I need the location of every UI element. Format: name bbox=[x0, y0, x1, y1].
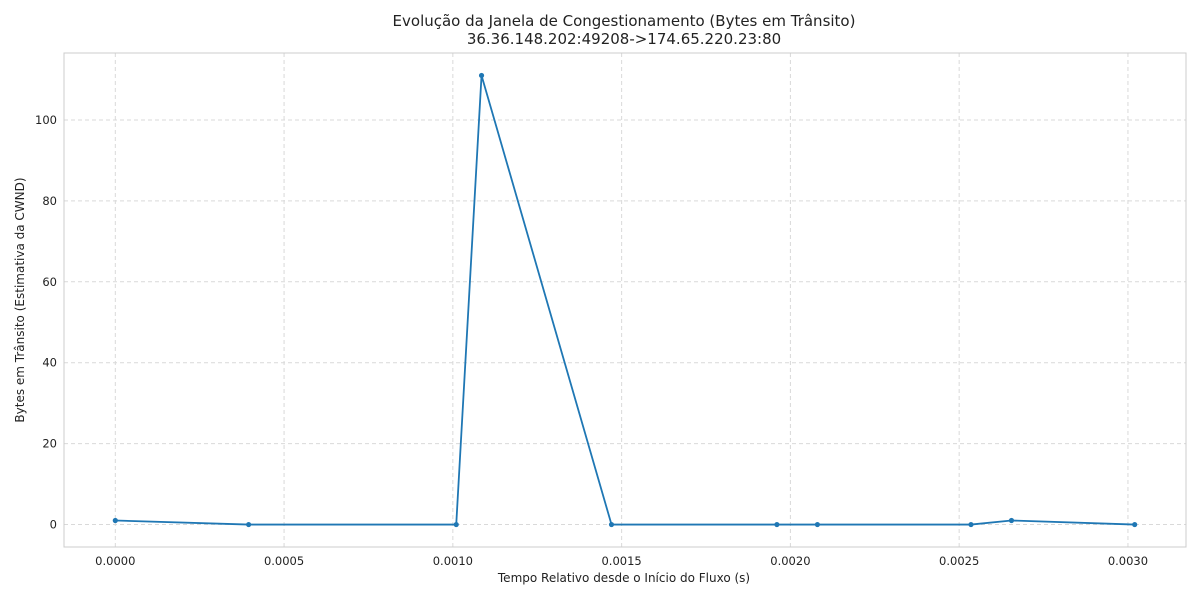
series-line bbox=[115, 74, 1135, 526]
y-axis-label: Bytes em Trânsito (Estimativa da CWND) bbox=[13, 177, 27, 422]
data-point bbox=[968, 521, 974, 528]
x-tick-label: 0.0000 bbox=[95, 554, 135, 568]
x-tick-label: 0.0010 bbox=[433, 554, 473, 568]
data-point bbox=[112, 517, 118, 524]
x-tick-label: 0.0030 bbox=[1108, 554, 1148, 568]
data-point bbox=[453, 521, 459, 528]
plot-area-frame bbox=[63, 52, 1187, 548]
data-point bbox=[1008, 517, 1015, 524]
data-point bbox=[478, 72, 485, 79]
y-tick-label: 60 bbox=[42, 275, 57, 289]
x-tick-label: 0.0020 bbox=[770, 554, 810, 568]
x-tick-label: 0.0025 bbox=[939, 554, 979, 568]
x-tick-label: 0.0015 bbox=[601, 554, 641, 568]
x-tick-label: 0.0005 bbox=[264, 554, 304, 568]
x-axis-label: Tempo Relativo desde o Início do Fluxo (… bbox=[497, 571, 750, 585]
data-point bbox=[774, 521, 780, 528]
chart-subtitle: 36.36.148.202:49208->174.65.220.23:80 bbox=[467, 30, 781, 48]
axis-ticks: 0.0000 0.0005 0.0010 0.0015 0.0020 0.0025 0.00… bbox=[35, 113, 1148, 568]
data-point bbox=[246, 521, 252, 528]
chart-title: Evolução da Janela de Congestionamento (… bbox=[393, 12, 856, 30]
y-tick-label: 40 bbox=[42, 356, 57, 370]
grid bbox=[64, 53, 1186, 547]
data-point bbox=[1132, 521, 1138, 528]
series-layer bbox=[112, 72, 1138, 528]
y-tick-label: 0 bbox=[50, 518, 57, 532]
data-point bbox=[608, 521, 615, 528]
data-point bbox=[814, 521, 821, 528]
y-tick-label: 20 bbox=[42, 437, 57, 451]
y-tick-label: 80 bbox=[42, 194, 57, 208]
y-tick-label: 100 bbox=[35, 113, 57, 127]
